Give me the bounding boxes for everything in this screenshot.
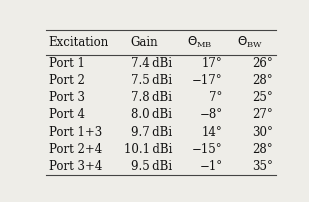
Text: −15°: −15°: [192, 143, 223, 156]
Text: −1°: −1°: [200, 160, 223, 173]
Text: Port 4: Port 4: [49, 108, 85, 121]
Text: 7.4 dBi: 7.4 dBi: [131, 57, 172, 70]
Text: Port 2: Port 2: [49, 74, 85, 87]
Text: −17°: −17°: [192, 74, 223, 87]
Text: Port 1+3: Port 1+3: [49, 126, 102, 139]
Text: Port 3+4: Port 3+4: [49, 160, 102, 173]
Text: 25°: 25°: [252, 91, 273, 104]
Text: 27°: 27°: [252, 108, 273, 121]
Text: 26°: 26°: [252, 57, 273, 70]
Text: 8.0 dBi: 8.0 dBi: [131, 108, 172, 121]
Text: 14°: 14°: [202, 126, 223, 139]
Text: 28°: 28°: [253, 74, 273, 87]
Text: Gain: Gain: [131, 36, 159, 49]
Text: $\Theta_\mathregular{MB}$: $\Theta_\mathregular{MB}$: [187, 35, 213, 50]
Text: 28°: 28°: [253, 143, 273, 156]
Text: 17°: 17°: [202, 57, 223, 70]
Text: Port 2+4: Port 2+4: [49, 143, 102, 156]
Text: Port 1: Port 1: [49, 57, 85, 70]
Text: Port 3: Port 3: [49, 91, 85, 104]
Text: 7°: 7°: [210, 91, 223, 104]
Text: 35°: 35°: [252, 160, 273, 173]
Text: 9.5 dBi: 9.5 dBi: [131, 160, 172, 173]
Text: 7.5 dBi: 7.5 dBi: [131, 74, 172, 87]
Text: −8°: −8°: [200, 108, 223, 121]
Text: 9.7 dBi: 9.7 dBi: [131, 126, 172, 139]
Text: Excitation: Excitation: [49, 36, 109, 49]
Text: 10.1 dBi: 10.1 dBi: [124, 143, 172, 156]
Text: $\Theta_\mathregular{BW}$: $\Theta_\mathregular{BW}$: [238, 35, 263, 50]
Text: 7.8 dBi: 7.8 dBi: [131, 91, 172, 104]
Text: 30°: 30°: [252, 126, 273, 139]
